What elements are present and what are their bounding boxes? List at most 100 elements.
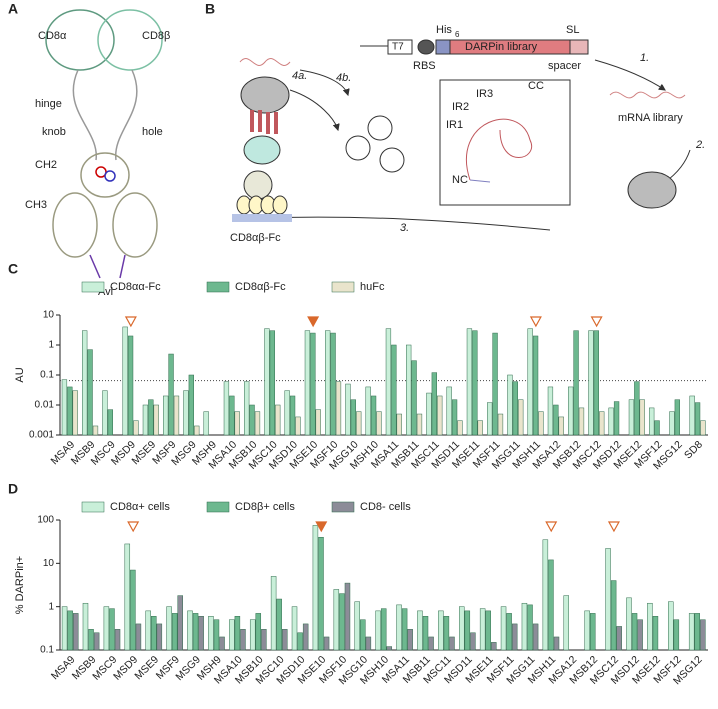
bar bbox=[88, 629, 94, 651]
bar bbox=[133, 420, 139, 436]
bar bbox=[192, 613, 199, 651]
bar bbox=[416, 413, 423, 436]
bar bbox=[312, 525, 319, 651]
bar bbox=[304, 330, 311, 436]
bar bbox=[187, 610, 193, 651]
bar bbox=[318, 536, 324, 651]
bar bbox=[124, 543, 131, 651]
label: CC bbox=[528, 80, 544, 92]
bar bbox=[156, 623, 163, 651]
bar bbox=[203, 411, 209, 436]
legend-swatch bbox=[206, 281, 230, 293]
bar bbox=[417, 610, 423, 651]
bar bbox=[109, 608, 115, 651]
bar bbox=[360, 619, 366, 651]
bar bbox=[345, 383, 351, 436]
bar bbox=[67, 610, 73, 651]
bar bbox=[568, 386, 574, 436]
bar bbox=[451, 399, 458, 436]
bar bbox=[61, 379, 68, 436]
bar bbox=[422, 616, 429, 651]
bar bbox=[145, 610, 151, 651]
label: knob bbox=[42, 126, 66, 138]
bar bbox=[177, 595, 183, 651]
bar bbox=[153, 404, 159, 436]
bar bbox=[688, 613, 695, 651]
bar bbox=[295, 416, 301, 436]
bar bbox=[122, 326, 128, 436]
bar bbox=[649, 407, 655, 436]
bar bbox=[608, 407, 614, 436]
bar bbox=[626, 597, 632, 651]
bar bbox=[472, 330, 478, 436]
bar bbox=[548, 559, 554, 651]
y-axis-label: % DARPin+ bbox=[14, 556, 26, 614]
bar bbox=[67, 386, 73, 436]
y-tick-label: 0.001 bbox=[29, 430, 54, 441]
panel-label: D bbox=[8, 481, 18, 497]
bar bbox=[284, 390, 290, 436]
bar bbox=[151, 616, 157, 651]
bar bbox=[380, 608, 387, 651]
bar bbox=[652, 616, 659, 651]
legend-swatch bbox=[331, 501, 355, 513]
marker bbox=[607, 521, 620, 533]
label: CH3 bbox=[25, 199, 47, 211]
legend-label: CD8β+ cells bbox=[235, 501, 295, 513]
schematic bbox=[232, 39, 691, 231]
bar bbox=[459, 606, 465, 651]
bar bbox=[350, 399, 356, 436]
bar bbox=[330, 332, 336, 436]
bar bbox=[335, 381, 342, 436]
bar bbox=[589, 613, 596, 651]
bar bbox=[244, 381, 250, 436]
bar bbox=[375, 610, 381, 651]
bar bbox=[302, 623, 309, 651]
marker bbox=[307, 316, 320, 328]
bar bbox=[310, 332, 316, 436]
bar bbox=[102, 390, 108, 436]
bar bbox=[449, 636, 455, 651]
bar bbox=[553, 636, 560, 651]
label: IR3 bbox=[476, 88, 493, 100]
label: 3. bbox=[400, 222, 409, 234]
bar bbox=[637, 619, 643, 651]
bar bbox=[188, 374, 194, 436]
bar bbox=[477, 420, 483, 436]
bar bbox=[315, 409, 321, 436]
bar bbox=[370, 395, 377, 436]
bar bbox=[234, 411, 240, 436]
bar bbox=[470, 632, 476, 651]
bar bbox=[578, 407, 585, 436]
bar bbox=[605, 548, 611, 651]
bar bbox=[428, 636, 434, 651]
bar bbox=[506, 613, 512, 651]
bar bbox=[166, 606, 172, 651]
bar bbox=[240, 629, 246, 651]
label: 2. bbox=[695, 139, 705, 151]
label: CD8αβ-Fc bbox=[230, 232, 281, 244]
bar bbox=[396, 604, 402, 651]
legend-label: CD8αβ-Fc bbox=[235, 281, 286, 293]
legend-swatch bbox=[81, 501, 105, 513]
bar bbox=[406, 344, 412, 436]
bar bbox=[297, 632, 303, 651]
legend-swatch bbox=[331, 281, 355, 293]
panel-label: B bbox=[205, 1, 215, 17]
bar bbox=[532, 623, 539, 651]
label: 1. bbox=[640, 52, 649, 64]
bar bbox=[431, 372, 437, 436]
bar bbox=[553, 404, 559, 436]
bar bbox=[694, 613, 700, 651]
label: CD8α bbox=[38, 30, 67, 42]
bar bbox=[275, 404, 281, 436]
bar bbox=[282, 629, 288, 651]
bar bbox=[438, 610, 444, 651]
label: T7 bbox=[392, 42, 404, 53]
bar bbox=[558, 416, 564, 436]
bar bbox=[264, 328, 270, 436]
label: 4b. bbox=[336, 72, 351, 84]
bar bbox=[289, 395, 296, 436]
bar bbox=[376, 411, 382, 436]
